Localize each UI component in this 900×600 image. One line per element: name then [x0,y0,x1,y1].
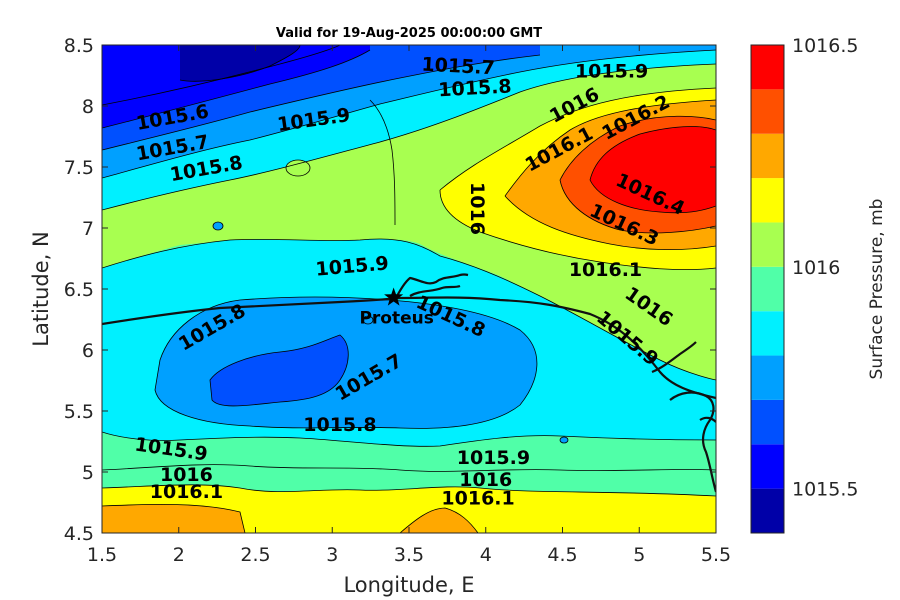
band-fill [180,45,300,82]
chart-title: Valid for 19-Aug-2025 00:00:00 GMT [276,26,542,41]
contour-label: 1016.1 [150,481,223,503]
band-fill [102,504,245,533]
band-fill [286,160,310,176]
colorbar-tick-label: 1016 [792,257,840,279]
colorbar-swatch [751,133,784,179]
colorbar-swatch [751,222,784,267]
contour-label: 1016 [466,182,488,235]
contour-label: 1016 [459,469,512,491]
x-tick-label: 2.5 [240,544,270,566]
contour-label: 1015.8 [303,414,376,436]
x-tick-label: 3.5 [394,544,424,566]
colorbar-swatch [751,399,784,445]
colorbar-swatch [751,444,784,489]
band-fill [560,437,568,443]
colorbar-tick-label: 1015.5 [792,479,858,501]
band-fill [210,335,349,406]
colorbar-swatch [751,178,784,223]
contour-label: 1015.9 [457,447,530,469]
colorbar-frame [750,44,785,534]
colorbar-swatch [751,355,784,400]
colorbar: 1015.5 1016 1016.5 [751,35,858,533]
contour-plot-area: 1015.71015.81015.910161016.21016.11015.6… [102,45,716,533]
x-tick-label: 4 [480,544,492,566]
contour-label: 1015.8 [438,76,512,102]
y-tick-label: 8 [82,96,94,118]
contour-label: 1015.9 [575,60,648,82]
y-tick-label: 7 [82,218,94,240]
contour-lines [102,45,716,533]
x-tick-label: 5 [633,544,645,566]
station-label: Proteus [359,309,433,329]
x-tick-label: 4.5 [547,544,577,566]
x-axis: 1.5 2 2.5 3 3.5 4 4.5 5 5.5 [87,45,731,566]
station-marker: Proteus [359,287,434,329]
colorbar-swatch [751,488,784,533]
contour-label: 1016.1 [441,487,514,509]
contour-label: 1016.1 [569,259,642,281]
colorbar-swatch [751,89,784,134]
band-fill [363,316,373,324]
y-tick-label: 6.5 [64,279,94,301]
x-tick-label: 5.5 [701,544,731,566]
colorbar-swatch [751,266,784,312]
x-tick-label: 2 [173,544,185,566]
y-tick-label: 5 [82,462,94,484]
y-axis-label: Latitude, N [29,231,53,347]
contour-label: 1015.7 [421,54,495,80]
colorbar-label: Surface Pressure, mb [867,199,887,380]
colorbar-swatch [751,45,784,90]
y-tick-label: 6 [82,340,94,362]
x-axis-label: Longitude, E [343,573,474,597]
y-axis: 4.5 5 5.5 6 6.5 7 7.5 8 8.5 [64,35,716,545]
x-tick-label: 1.5 [87,544,117,566]
y-tick-label: 4.5 [64,523,94,545]
band-fill [590,126,716,213]
band-fill [102,484,716,533]
y-tick-label: 7.5 [64,157,94,179]
band-fill [213,222,223,230]
y-tick-label: 8.5 [64,35,94,57]
contour-label: 1016 [160,464,213,486]
colorbar-tick-label: 1016.5 [792,35,858,57]
coastline [102,273,716,493]
y-tick-label: 5.5 [64,401,94,423]
band-fill [102,64,716,380]
x-tick-label: 3 [326,544,338,566]
colorbar-swatch [751,311,784,356]
star-icon [384,287,404,306]
